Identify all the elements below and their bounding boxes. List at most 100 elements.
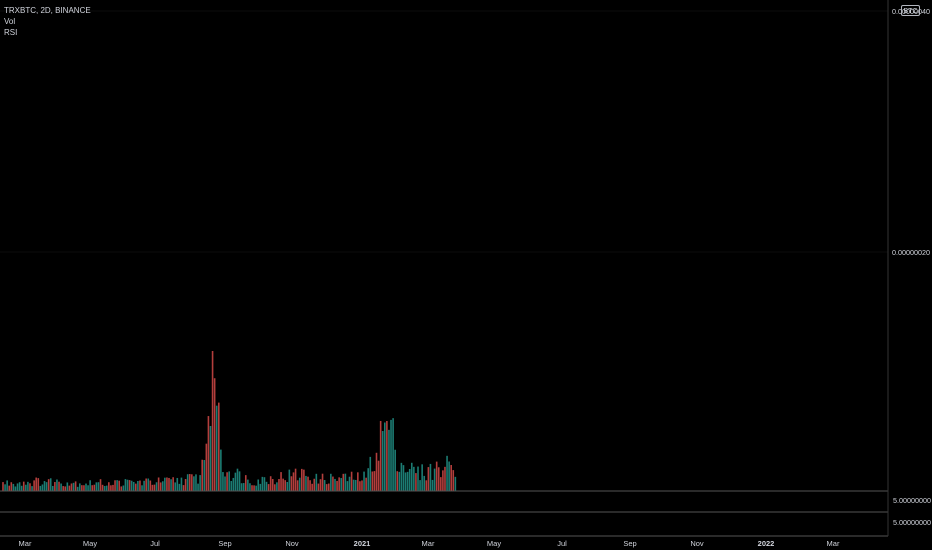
currency-badge[interactable]: BTC <box>901 5 920 16</box>
volume-bar <box>124 479 127 491</box>
volume-bar <box>375 452 378 491</box>
volume-bar <box>271 479 274 491</box>
volume-bar <box>193 476 195 491</box>
volume-bar <box>435 461 438 491</box>
volume-bars <box>2 351 457 491</box>
volume-bar <box>259 483 262 491</box>
volume-bar <box>371 471 374 491</box>
volume-bar <box>122 485 125 491</box>
volume-bar <box>141 485 143 491</box>
volume-bar <box>359 481 361 491</box>
volume-bar <box>255 485 257 491</box>
volume-bar <box>4 484 6 491</box>
volume-bar <box>108 482 110 491</box>
volume-bar <box>49 478 52 491</box>
volume-bar <box>406 471 409 491</box>
volume-bar <box>274 484 276 491</box>
time-tick-label: 2021 <box>354 539 371 548</box>
volume-bar <box>286 481 289 491</box>
volume-bar <box>81 485 83 491</box>
volume-bar <box>251 485 253 491</box>
volume-bar <box>145 478 147 491</box>
time-tick-label: May <box>83 539 97 548</box>
volume-bar <box>317 483 320 491</box>
volume-bar <box>361 480 363 491</box>
volume-bar <box>404 472 407 491</box>
volume-bar <box>363 471 365 491</box>
volume-bar <box>215 405 218 491</box>
volume-bar <box>338 477 340 491</box>
volume-bar <box>315 473 318 491</box>
time-tick-label: Nov <box>690 539 704 548</box>
volume-bar <box>425 480 428 491</box>
volume-bar <box>344 473 347 491</box>
price-axis[interactable]: 0.000000200.000000400.000000600.00000080… <box>887 0 930 536</box>
volume-bar <box>157 477 160 491</box>
volume-bar <box>408 468 411 491</box>
volume-bar <box>47 479 50 491</box>
volume-bar <box>305 475 307 491</box>
symbol-title[interactable]: TRXBTC, 2D, BINANCE <box>4 6 91 15</box>
volume-bar <box>207 416 210 491</box>
volume-bar <box>172 477 174 491</box>
volume-bar <box>78 483 81 491</box>
price-tick-label: 0.00000020 <box>892 248 930 257</box>
volume-bar <box>296 480 299 491</box>
volume-bar <box>22 481 25 491</box>
volume-bar <box>309 480 311 491</box>
volume-bar <box>327 483 330 491</box>
volume-bar <box>448 461 450 491</box>
volume-bar <box>282 478 284 491</box>
volume-bar <box>452 470 455 491</box>
volume-bar <box>76 486 79 491</box>
volume-bar <box>93 484 96 491</box>
time-axis[interactable]: Mar May Jul Sep Nov 2021 Mar May Jul Sep Nov 2022 Ma… <box>19 539 840 548</box>
volume-bar <box>25 484 27 491</box>
volume-bar <box>290 476 293 491</box>
volume-bar <box>18 482 21 491</box>
volume-bar <box>147 478 150 491</box>
volume-bar <box>336 480 338 491</box>
volume-bar <box>261 476 264 491</box>
volume-bar <box>182 485 185 491</box>
volume-bar <box>394 449 396 491</box>
time-tick-label: Mar <box>827 539 840 548</box>
volume-bar <box>209 426 212 491</box>
volume-bar <box>195 474 197 491</box>
volume-bar <box>276 482 278 491</box>
volume-bar <box>257 479 260 491</box>
volume-bar <box>52 485 54 491</box>
volume-bar <box>410 462 413 491</box>
volume-bar <box>201 459 203 491</box>
indicator-vol[interactable]: Vol <box>4 17 16 26</box>
volume-bar <box>2 482 4 491</box>
volume-bar <box>70 483 73 491</box>
volume-bar <box>280 472 282 491</box>
volume-bar <box>240 483 243 491</box>
volume-bar <box>330 473 332 491</box>
volume-bar <box>151 484 154 491</box>
volume-bar <box>68 485 71 491</box>
volume-bar <box>442 470 444 491</box>
volume-bar <box>85 483 87 491</box>
volume-bar <box>116 480 118 491</box>
volume-bar <box>56 479 58 491</box>
lower-pane-axis: 5.00000000 5.00000000 <box>893 496 931 527</box>
volume-bar <box>311 483 313 491</box>
volume-bar <box>72 482 75 491</box>
time-tick-label: Nov <box>285 539 299 548</box>
volume-bar <box>238 471 241 491</box>
volume-bar <box>433 468 436 491</box>
volume-bar <box>153 484 156 491</box>
volume-bar <box>170 479 172 491</box>
volume-bar <box>16 483 19 491</box>
indicator-rsi[interactable]: RSI <box>4 28 18 37</box>
volume-bar <box>89 480 91 491</box>
volume-bar <box>392 418 394 491</box>
volume-bar <box>307 476 309 491</box>
volume-bar <box>298 477 301 491</box>
volume-bar <box>159 482 162 491</box>
volume-bar <box>427 467 430 491</box>
